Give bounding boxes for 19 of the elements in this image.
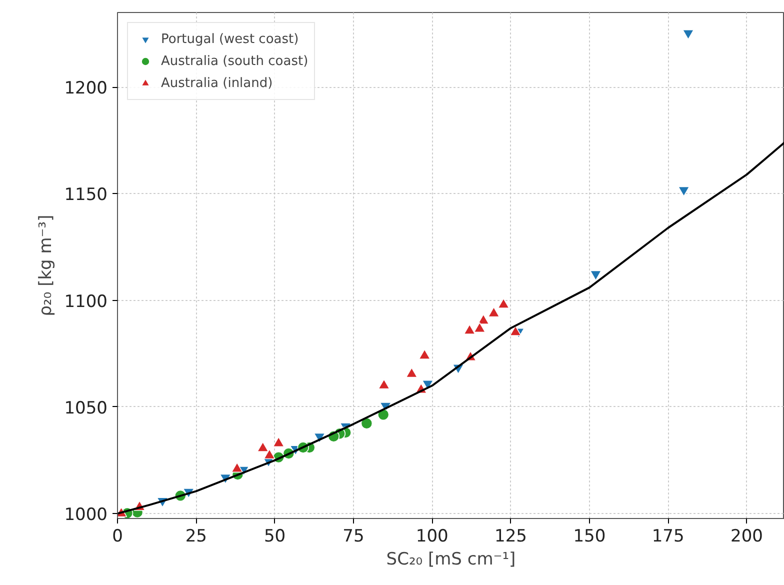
y-tick-label: 1000 bbox=[64, 505, 108, 526]
x-tick-label: 175 bbox=[652, 526, 684, 546]
y-tick-label: 1150 bbox=[64, 185, 108, 206]
y-tick-label: 1050 bbox=[64, 398, 108, 418]
legend-label: Portugal (west coast) bbox=[161, 32, 299, 46]
x-tick-label: 100 bbox=[416, 526, 448, 546]
x-tick-label: 200 bbox=[730, 526, 763, 546]
x-tick-label: 0 bbox=[112, 526, 123, 546]
x-tick-label: 150 bbox=[573, 526, 606, 546]
legend-label: Australia (inland) bbox=[161, 76, 273, 90]
x-axis-title: SC₂₀ [mS cm⁻¹] bbox=[386, 550, 516, 570]
legend-label: Australia (south coast) bbox=[161, 54, 308, 68]
x-tick-label: 50 bbox=[264, 526, 286, 546]
y-tick-label: 1200 bbox=[64, 78, 108, 99]
x-tick-label: 125 bbox=[494, 526, 528, 546]
x-tick-label: 25 bbox=[185, 526, 207, 546]
y-tick-label: 1100 bbox=[64, 292, 108, 312]
y-axis-title: ρ₂₀ [kg m⁻³] bbox=[36, 214, 56, 316]
x-tick-label: 75 bbox=[342, 526, 364, 546]
